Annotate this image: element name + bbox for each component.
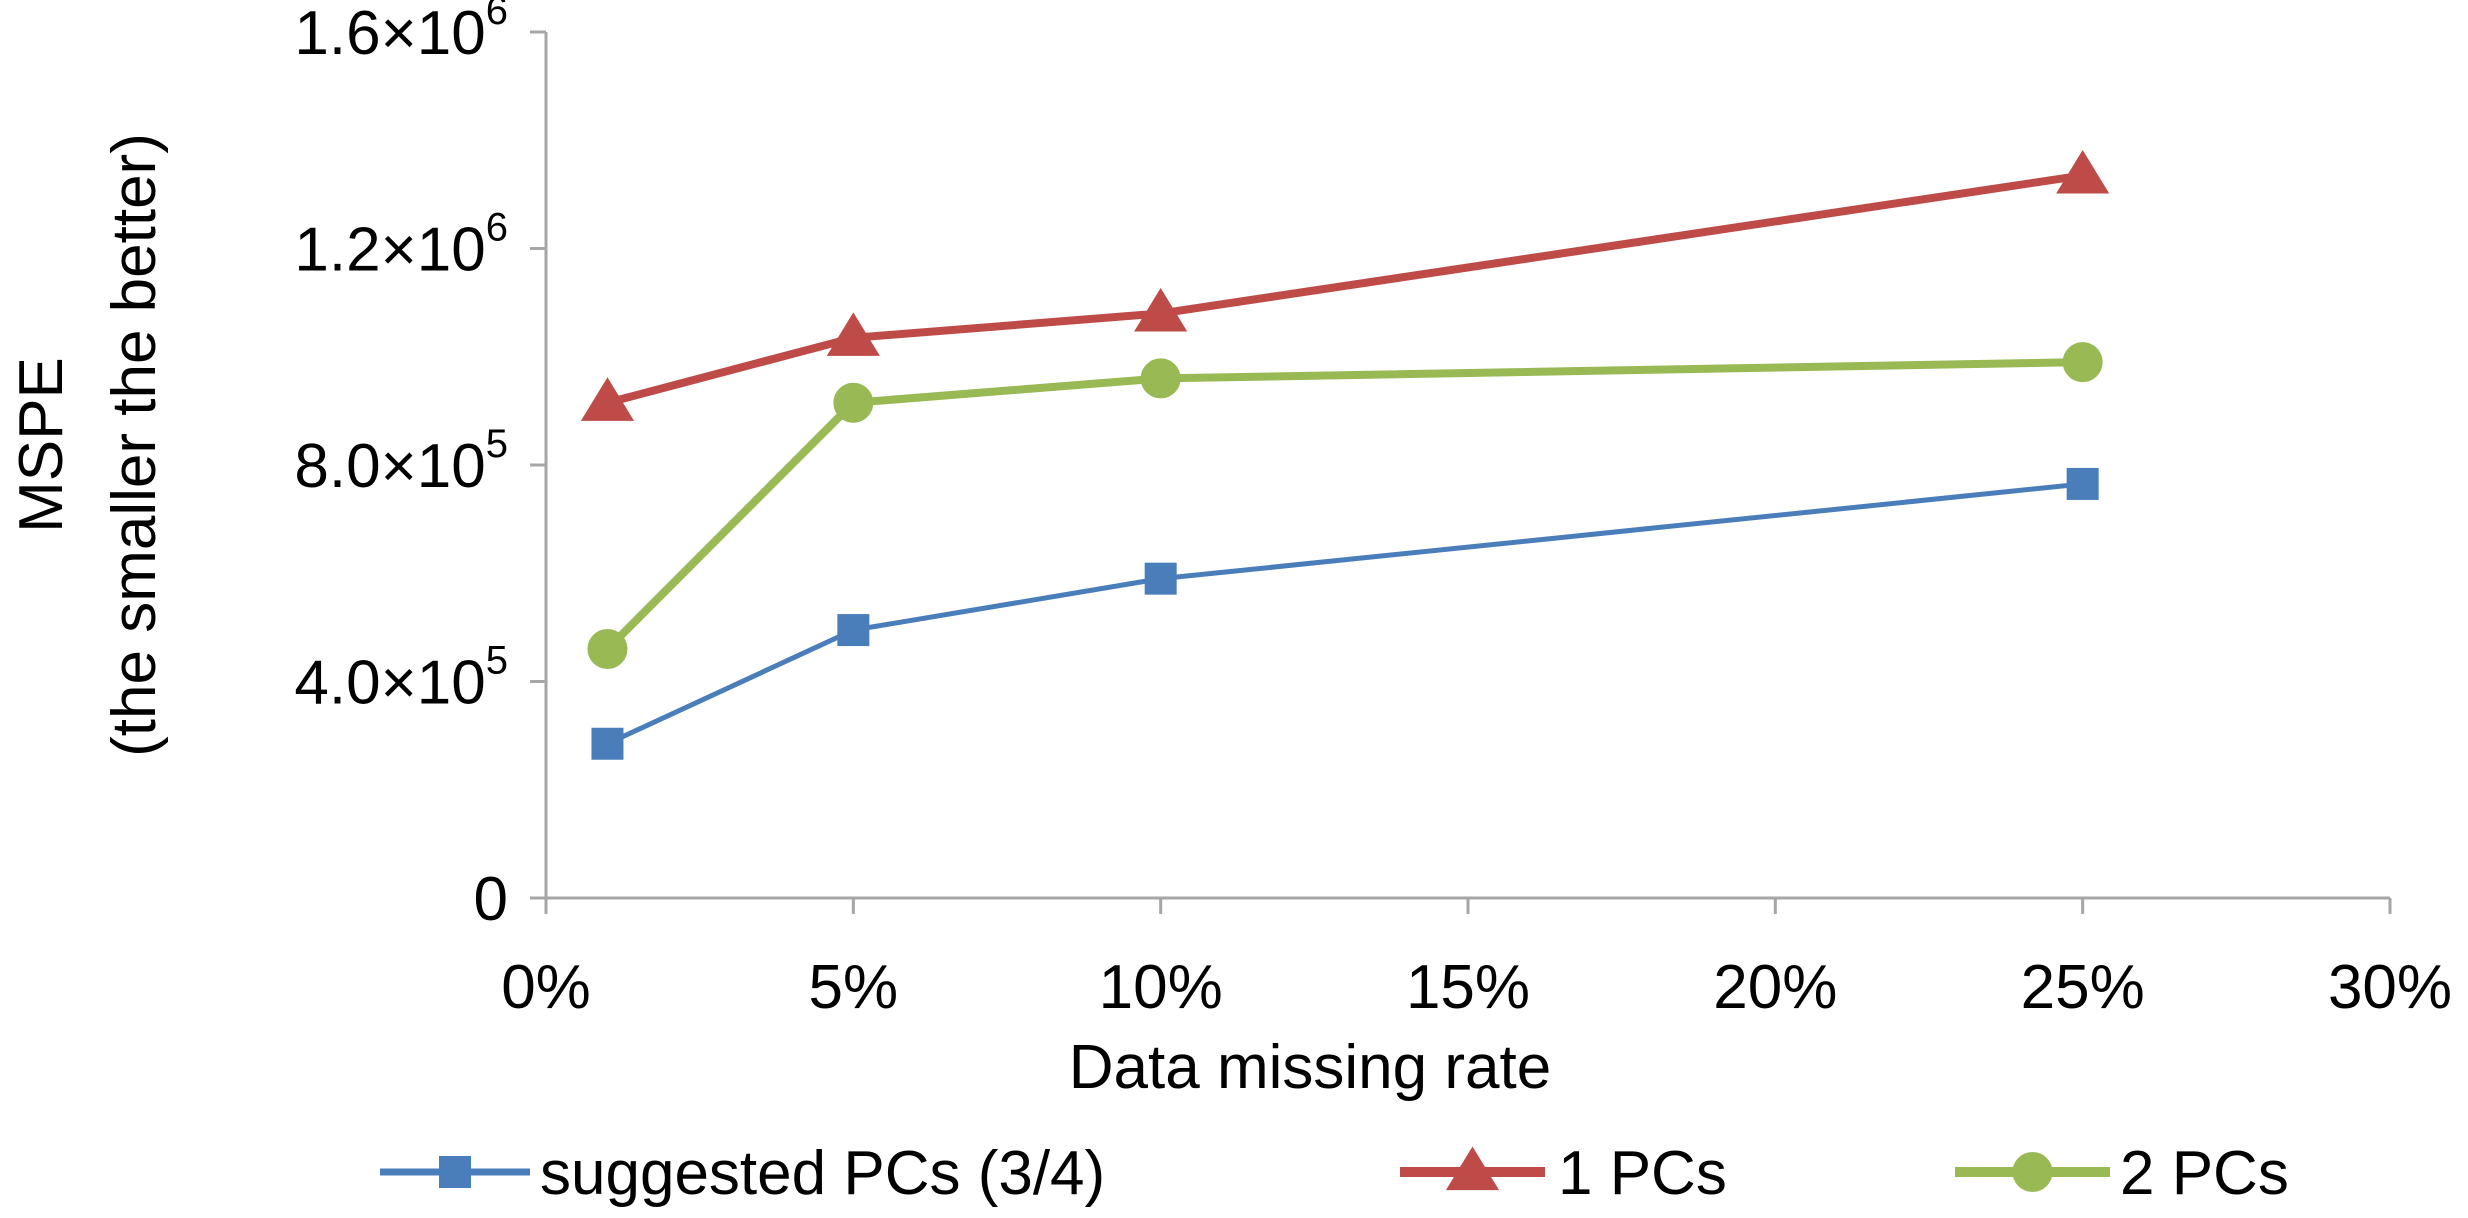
data-point — [1140, 358, 1181, 399]
series-1 — [591, 467, 2099, 760]
x-tick-label: 0% — [501, 953, 591, 1022]
data-point — [591, 727, 624, 760]
y-tick-exponent: 5 — [486, 639, 508, 683]
series-line — [606, 171, 2084, 407]
legend-item: 2 PCs — [1955, 1139, 2289, 1208]
data-point — [1134, 287, 1188, 332]
data-point — [1144, 562, 1177, 595]
y-tick-base: 10 — [417, 432, 486, 501]
y-tick-times: × — [381, 216, 417, 285]
y-tick-times: × — [381, 649, 417, 718]
y-tick-base: 10 — [417, 0, 486, 68]
legend-item: 1 PCs — [1400, 1139, 1727, 1208]
data-point — [837, 614, 870, 647]
x-tick-label: 25% — [2021, 953, 2145, 1022]
series-layer — [580, 149, 2110, 760]
x-tick-label: 15% — [1406, 953, 1530, 1022]
y-tick-mantissa: 1.6 — [294, 0, 380, 68]
y-tick-label: 0 — [474, 865, 508, 934]
y-tick-times: × — [381, 0, 417, 68]
legend-marker — [439, 1156, 471, 1188]
legend-label: suggested PCs (3/4) — [540, 1139, 1105, 1208]
series-line — [604, 358, 2083, 652]
x-tick-label: 5% — [809, 953, 899, 1022]
x-tick-label: 20% — [1713, 953, 1837, 1022]
legend-label: 1 PCs — [1558, 1139, 1727, 1208]
y-tick-times: × — [381, 432, 417, 501]
y-tick-label: 8.0×105 — [294, 422, 508, 501]
data-point — [826, 312, 880, 356]
data-point — [833, 382, 874, 423]
series-2 — [580, 149, 2110, 421]
legend-marker — [2012, 1152, 2053, 1192]
y-tick-mantissa: 0 — [474, 865, 508, 934]
series-3 — [587, 342, 2103, 670]
data-point — [2062, 342, 2103, 383]
legend: suggested PCs (3/4) 1 PCs 2 PCs — [380, 1139, 2289, 1208]
data-point — [587, 629, 628, 670]
y-axis-sublabel: (the smaller the better) — [100, 133, 169, 757]
data-point — [2056, 149, 2110, 194]
y-axis-label: MSPE — [7, 357, 76, 533]
legend-marker — [1445, 1146, 1500, 1191]
y-tick-label: 1.6×106 — [294, 0, 508, 68]
legend-label: 2 PCs — [2120, 1139, 2289, 1208]
y-tick-mantissa: 8.0 — [294, 432, 380, 501]
legend-item: suggested PCs (3/4) — [380, 1139, 1105, 1208]
y-tick-label: 4.0×105 — [294, 639, 508, 718]
x-tick-label: 10% — [1099, 953, 1223, 1022]
series-line — [606, 481, 2083, 747]
y-tick-base: 10 — [417, 649, 486, 718]
y-tick-exponent: 5 — [486, 422, 508, 466]
y-tick-exponent: 6 — [486, 206, 508, 250]
data-point — [2066, 467, 2099, 500]
y-tick-base: 10 — [417, 216, 486, 285]
data-point — [580, 377, 635, 421]
y-tick-mantissa: 1.2 — [294, 216, 380, 285]
y-tick-mantissa: 4.0 — [294, 649, 380, 718]
y-axis-title: MSPE (the smaller the better) — [7, 133, 169, 757]
x-tick-label: 30% — [2328, 953, 2452, 1022]
y-tick-exponent: 6 — [486, 0, 508, 33]
y-tick-label: 1.2×106 — [294, 206, 508, 285]
x-axis-label: Data missing rate — [1069, 1033, 1551, 1102]
